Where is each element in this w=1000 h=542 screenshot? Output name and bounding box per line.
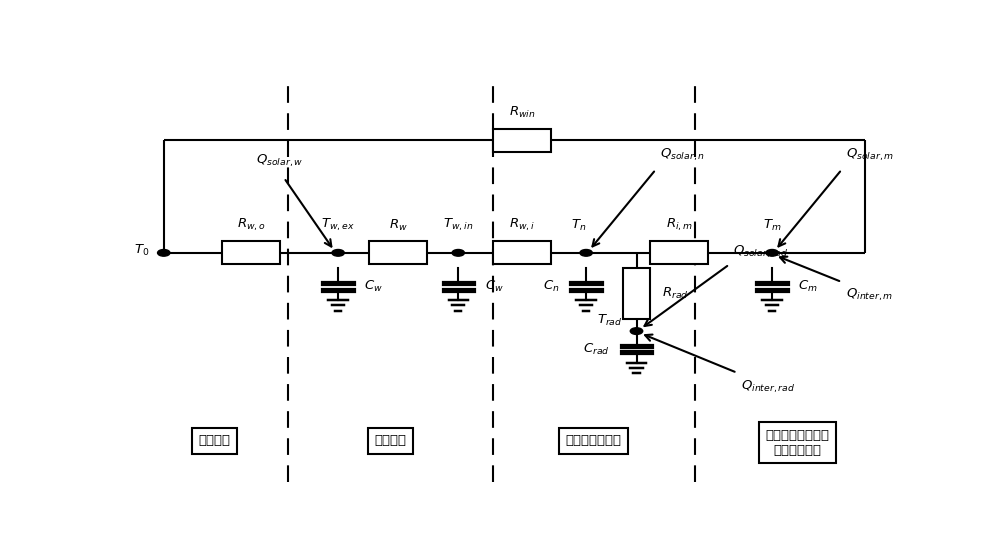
Text: $C_n$: $C_n$ <box>543 279 560 294</box>
Circle shape <box>580 249 592 256</box>
Text: $T_0$: $T_0$ <box>134 243 150 259</box>
Bar <box>222 241 280 264</box>
Bar <box>623 268 650 319</box>
Text: 室内物质（人员、
设备、照明）: 室内物质（人员、 设备、照明） <box>766 429 830 457</box>
Circle shape <box>452 249 464 256</box>
Text: $Q_{solar,m}$: $Q_{solar,m}$ <box>846 147 894 163</box>
Text: 围护结构: 围护结构 <box>375 434 407 447</box>
Text: $R_{rad}$: $R_{rad}$ <box>662 286 688 301</box>
Text: $T_{w,ex}$: $T_{w,ex}$ <box>321 217 355 233</box>
Text: 室内空气与热源: 室内空气与热源 <box>566 434 622 447</box>
Text: $C_w$: $C_w$ <box>485 279 503 294</box>
Text: $Q_{solar,rad}$: $Q_{solar,rad}$ <box>733 244 789 260</box>
Text: $R_{win}$: $R_{win}$ <box>509 105 535 120</box>
Text: $Q_{solar,w}$: $Q_{solar,w}$ <box>256 153 304 169</box>
Text: $R_{i,m}$: $R_{i,m}$ <box>666 217 693 233</box>
Bar <box>493 241 551 264</box>
Text: $R_{w,o}$: $R_{w,o}$ <box>237 217 265 233</box>
Text: $T_{rad}$: $T_{rad}$ <box>597 313 623 328</box>
Circle shape <box>158 249 170 256</box>
Text: $C_{rad}$: $C_{rad}$ <box>583 341 610 357</box>
Bar <box>493 128 551 152</box>
Circle shape <box>630 328 643 334</box>
Circle shape <box>332 249 344 256</box>
Text: $Q_{inter,m}$: $Q_{inter,m}$ <box>846 287 893 304</box>
Text: $Q_{solar,n}$: $Q_{solar,n}$ <box>660 147 705 163</box>
Text: $R_{w,i}$: $R_{w,i}$ <box>509 217 535 233</box>
Text: $T_{w,in}$: $T_{w,in}$ <box>443 217 473 233</box>
Text: $R_w$: $R_w$ <box>389 218 408 233</box>
Text: 室外环境: 室外环境 <box>198 434 230 447</box>
Text: $Q_{inter,rad}$: $Q_{inter,rad}$ <box>741 379 795 396</box>
Text: $T_m$: $T_m$ <box>763 218 781 233</box>
Bar <box>369 241 427 264</box>
Text: $T_n$: $T_n$ <box>571 218 586 233</box>
Bar <box>650 241 708 264</box>
Text: $C_w$: $C_w$ <box>364 279 383 294</box>
Text: $C_m$: $C_m$ <box>798 279 818 294</box>
Circle shape <box>766 249 778 256</box>
